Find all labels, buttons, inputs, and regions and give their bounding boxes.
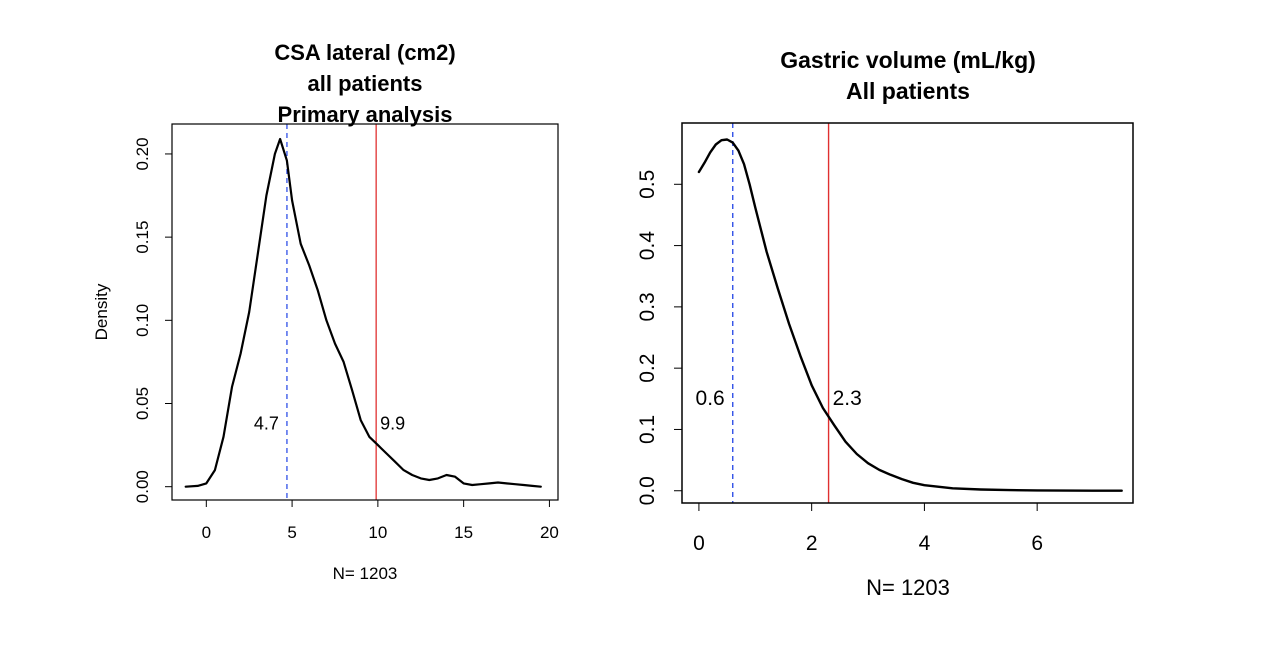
chart-title-line-3: Primary analysis [278, 102, 453, 127]
chart-panel-csa-lateral: CSA lateral (cm2) all patients Primary a… [92, 40, 559, 583]
y-tick-label: 0.15 [133, 221, 152, 254]
y-tick-label: 0.2 [636, 354, 659, 383]
y-tick-label: 0.5 [636, 170, 659, 199]
x-tick-label: 2 [806, 532, 818, 555]
x-tick-label: 0 [202, 523, 211, 542]
line-value-label: 0.6 [696, 387, 725, 410]
x-tick-label: 4 [919, 532, 931, 555]
chart-title-line-1: Gastric volume (mL/kg) [780, 47, 1036, 73]
y-tick-label: 0.00 [133, 470, 152, 503]
y-tick-label: 0.05 [133, 387, 152, 420]
density-curve-0 [697, 138, 1123, 492]
x-axis-label: N= 1203 [333, 564, 398, 583]
x-tick-label: 20 [540, 523, 559, 542]
plot-frame [171, 123, 559, 501]
x-tick-label: 10 [368, 523, 387, 542]
chart-title-line-2: all patients [308, 71, 423, 96]
x-tick-label: 5 [287, 523, 296, 542]
x-tick-label: 15 [454, 523, 473, 542]
y-tick-label: 0.3 [636, 292, 659, 321]
x-tick-label: 6 [1031, 532, 1043, 555]
y-tick-label: 0.0 [636, 476, 659, 505]
y-tick-label: 0.20 [133, 137, 152, 170]
line-value-label: 9.9 [380, 413, 405, 433]
chart-title-line-2: All patients [846, 78, 970, 104]
y-tick-label: 0.4 [636, 231, 659, 261]
chart-title-line-1: CSA lateral (cm2) [274, 40, 455, 65]
y-tick-label: 0.1 [636, 415, 659, 444]
y-tick-label: 0.10 [133, 304, 152, 337]
y-axis-label: Density [92, 283, 111, 340]
line-value-label: 4.7 [254, 413, 279, 433]
x-axis-label: N= 1203 [866, 575, 950, 600]
chart-panel-gastric-volume: Gastric volume (mL/kg) All patients 0 2 4 6… [636, 47, 1134, 600]
density-curve-0 [184, 137, 542, 488]
x-tick-label: 0 [693, 532, 705, 555]
line-value-label: 2.3 [833, 387, 862, 410]
